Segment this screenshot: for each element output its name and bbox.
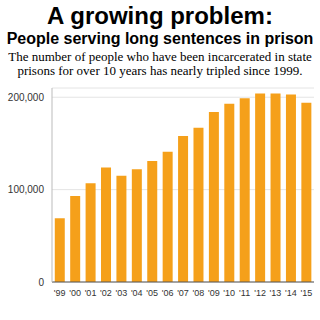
svg-text:'13: '13 [270,288,282,298]
svg-text:'09: '09 [208,288,220,298]
svg-text:'07: '07 [177,288,189,298]
svg-text:'01: '01 [85,288,97,298]
svg-text:'06: '06 [162,288,174,298]
html-text:People serving long sentences: People serving long sentences in prison [6,30,314,47]
svg-text:'11: '11 [239,288,250,298]
svg-text:'02: '02 [100,288,112,298]
svg-text:'99: '99 [54,288,66,298]
svg-text:'08: '08 [193,288,205,298]
svg-text:'05: '05 [146,288,158,298]
svg-text:200,000: 200,000 [8,92,44,103]
svg-text:'03: '03 [115,288,127,298]
svg-text:'12: '12 [254,288,266,298]
svg-text:'10: '10 [223,288,235,298]
svg-text:'14: '14 [285,288,297,298]
svg-text:'00: '00 [69,288,81,298]
html-text:A growing problem:: A growing problem: [47,2,273,29]
svg-text:'04: '04 [131,288,143,298]
svg-text:100,000: 100,000 [8,184,44,195]
html-text:The number of people who have: The number of people who have been incar… [8,49,312,78]
svg-text:0: 0 [38,277,44,288]
svg-text:'15: '15 [300,288,312,298]
